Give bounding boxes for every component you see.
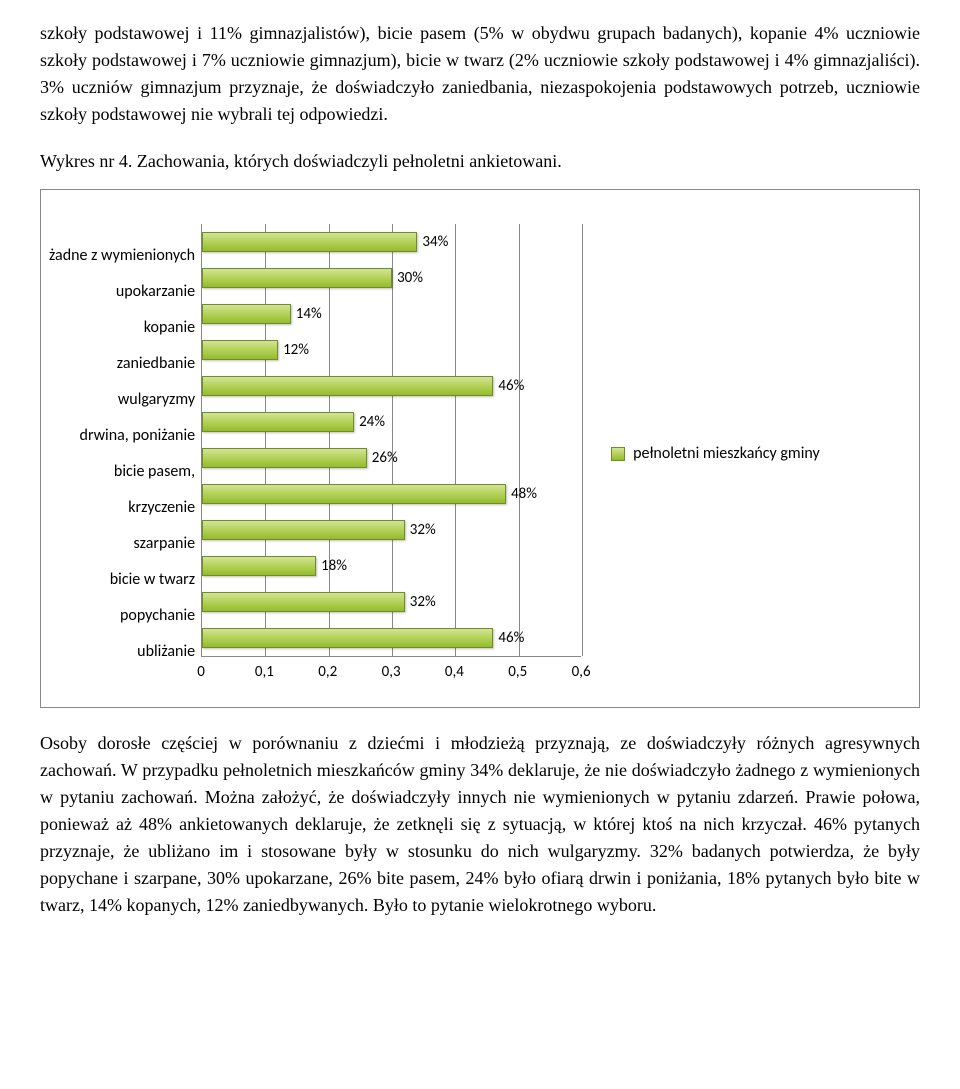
bar-value-label: 30%	[391, 267, 423, 290]
bar-row: 48%	[202, 476, 581, 512]
chart-gridline	[582, 224, 583, 656]
bar: 46%	[202, 628, 493, 648]
bar-value-label: 34%	[416, 231, 448, 254]
bar-value-label: 12%	[277, 339, 309, 362]
bar-value-label: 18%	[315, 555, 347, 578]
chart-container: żadne z wymienionychupokarzaniekopanieza…	[40, 189, 920, 708]
bar: 46%	[202, 376, 493, 396]
x-tick-label: 0,3	[382, 661, 401, 684]
analysis-paragraph: Osoby dorosłe częściej w porównaniu z dz…	[40, 730, 920, 919]
bar-row: 30%	[202, 260, 581, 296]
bar-value-label: 48%	[505, 483, 537, 506]
x-tick-label: 0,1	[255, 661, 274, 684]
bar-row: 24%	[202, 404, 581, 440]
y-category-label: popychanie	[49, 598, 195, 634]
bar-row: 46%	[202, 620, 581, 656]
bar-row: 26%	[202, 440, 581, 476]
bar: 26%	[202, 448, 367, 468]
y-category-label: szarpanie	[49, 526, 195, 562]
x-tick-label: 0,2	[318, 661, 337, 684]
bar-value-label: 24%	[353, 411, 385, 434]
y-category-label: kopanie	[49, 310, 195, 346]
bar: 34%	[202, 232, 417, 252]
x-tick-label: 0	[197, 661, 205, 684]
y-category-label: ubliżanie	[49, 634, 195, 670]
y-category-label: zaniedbanie	[49, 346, 195, 382]
bar-row: 32%	[202, 584, 581, 620]
chart-y-labels: żadne z wymienionychupokarzaniekopanieza…	[49, 238, 201, 670]
bar: 12%	[202, 340, 278, 360]
x-tick-label: 0,6	[572, 661, 591, 684]
bar: 30%	[202, 268, 392, 288]
y-category-label: upokarzanie	[49, 274, 195, 310]
bar-row: 34%	[202, 224, 581, 260]
bar: 32%	[202, 520, 405, 540]
bar-value-label: 46%	[492, 627, 524, 650]
y-category-label: bicie pasem,	[49, 454, 195, 490]
legend-label: pełnoletni mieszkańcy gminy	[633, 442, 820, 466]
chart-x-axis: 00,10,20,30,40,50,6	[201, 657, 581, 683]
bar-value-label: 14%	[290, 303, 322, 326]
bar: 24%	[202, 412, 354, 432]
bar-value-label: 46%	[492, 375, 524, 398]
chart-bars: 34% 30% 14% 12% 46% 24% 26% 48% 32% 18% 32% 46%	[202, 224, 581, 656]
y-category-label: bicie w twarz	[49, 562, 195, 598]
chart-plot-area: 34% 30% 14% 12% 46% 24% 26% 48% 32% 18% 32% 46%	[201, 224, 581, 657]
intro-paragraph: szkoły podstawowej i 11% gimnazjalistów)…	[40, 20, 920, 128]
chart-title: Wykres nr 4. Zachowania, których doświad…	[40, 148, 920, 175]
y-category-label: drwina, poniżanie	[49, 418, 195, 454]
y-category-label: wulgaryzmy	[49, 382, 195, 418]
x-tick-label: 0,4	[445, 661, 464, 684]
bar-value-label: 26%	[366, 447, 398, 470]
bar-row: 46%	[202, 368, 581, 404]
legend-swatch-icon	[611, 447, 625, 461]
bar: 48%	[202, 484, 506, 504]
bar-value-label: 32%	[404, 591, 436, 614]
x-tick-label: 0,5	[508, 661, 527, 684]
bar: 32%	[202, 592, 405, 612]
bar-row: 32%	[202, 512, 581, 548]
chart-legend: pełnoletni mieszkańcy gminy	[581, 442, 820, 466]
bar-row: 18%	[202, 548, 581, 584]
bar-row: 12%	[202, 332, 581, 368]
bar-value-label: 32%	[404, 519, 436, 542]
y-category-label: krzyczenie	[49, 490, 195, 526]
bar: 14%	[202, 304, 291, 324]
bar: 18%	[202, 556, 316, 576]
bar-row: 14%	[202, 296, 581, 332]
y-category-label: żadne z wymienionych	[49, 238, 195, 274]
